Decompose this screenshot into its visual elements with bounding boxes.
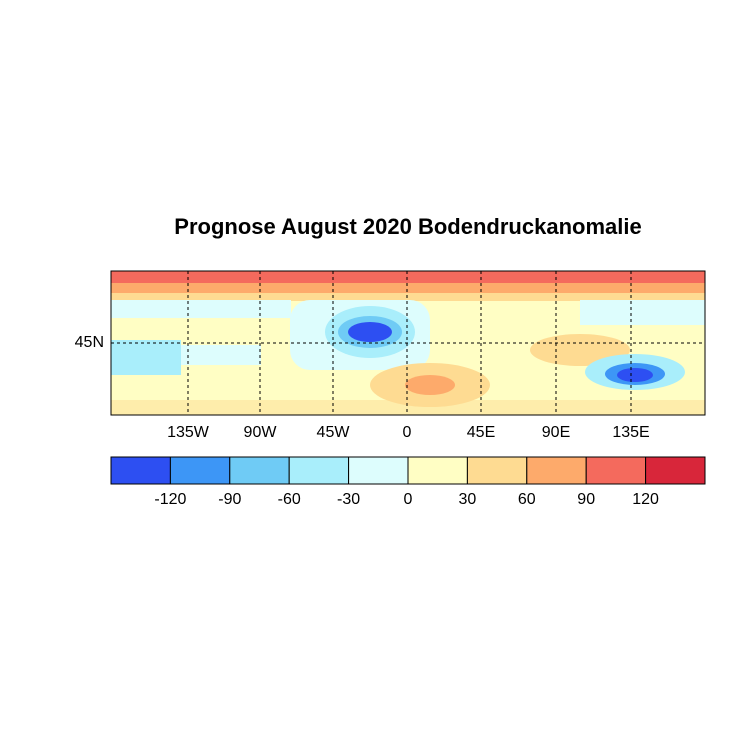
colorbar-label: -90	[218, 491, 241, 508]
title: Prognose August 2020 Bodendruckanomalie	[174, 214, 641, 239]
axis-labels: 135W 90W 45W 0 45E 90E 135E 45N	[75, 334, 650, 441]
lon-label: 0	[403, 424, 412, 441]
colorbar-box	[229, 456, 290, 485]
colorbar-box	[169, 456, 231, 485]
colorbar-box	[110, 456, 171, 485]
colorbar-label: 60	[518, 491, 536, 508]
lon-label: 90W	[244, 424, 278, 441]
colorbar-label: 0	[404, 491, 413, 508]
graticule	[111, 271, 705, 415]
colorbar-box	[407, 456, 468, 485]
colorbar-box	[585, 456, 647, 485]
colorbar-box	[466, 456, 528, 485]
colorbar-box	[348, 456, 409, 485]
lon-label: 135W	[167, 424, 210, 441]
lat-label: 45N	[75, 334, 104, 351]
lon-label: 45E	[467, 424, 495, 441]
lon-label: 45W	[317, 424, 351, 441]
colorbar-box	[526, 456, 587, 485]
colorbar: -120 -90 -60 -30 0 30 60 90 120	[110, 456, 706, 508]
colorbar-box	[288, 456, 350, 485]
colorbar-label: -30	[337, 491, 360, 508]
colorbar-label: 120	[632, 491, 659, 508]
colorbar-box	[645, 456, 706, 485]
colorbar-label: 30	[459, 491, 477, 508]
lon-label: 90E	[542, 424, 570, 441]
colorbar-label: -60	[278, 491, 301, 508]
map-frame	[110, 270, 706, 416]
colorbar-label: 90	[577, 491, 595, 508]
lon-label: 135E	[612, 424, 649, 441]
colorbar-label: -120	[154, 491, 186, 508]
